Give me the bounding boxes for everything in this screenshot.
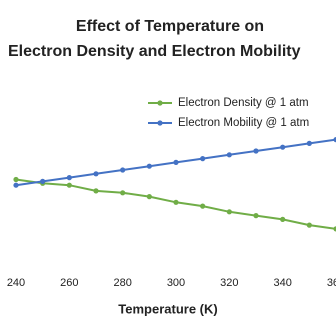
legend-marker xyxy=(157,120,163,126)
data-point xyxy=(200,203,206,209)
x-tick-label: 260 xyxy=(60,277,78,289)
x-tick-label: 320 xyxy=(220,277,238,289)
data-point xyxy=(173,199,179,205)
data-point xyxy=(120,167,126,173)
x-tick-label: 360 xyxy=(327,277,336,289)
data-point xyxy=(306,222,312,228)
data-point xyxy=(146,194,152,200)
chart-title: Effect of Temperature on xyxy=(76,18,264,35)
data-point xyxy=(226,209,232,215)
chart-title: Electron Density and Electron Mobility xyxy=(8,43,301,60)
data-point xyxy=(200,156,206,162)
data-point xyxy=(173,159,179,165)
data-point xyxy=(13,182,19,188)
legend-label: Electron Density @ 1 atm xyxy=(178,97,309,109)
data-point xyxy=(93,188,99,194)
x-tick-label: 300 xyxy=(167,277,185,289)
data-point xyxy=(66,175,72,181)
x-axis-label: Temperature (K) xyxy=(118,301,217,316)
data-point xyxy=(280,144,286,150)
data-point xyxy=(146,163,152,169)
data-point xyxy=(253,213,259,219)
data-point xyxy=(280,216,286,222)
data-point xyxy=(40,178,46,184)
data-point xyxy=(333,137,336,143)
data-point xyxy=(13,176,19,183)
data-point xyxy=(333,226,336,232)
data-point xyxy=(253,148,259,154)
x-tick-label: 280 xyxy=(113,277,131,289)
x-tick-label: 340 xyxy=(273,277,291,289)
data-point xyxy=(66,182,72,188)
data-point xyxy=(226,152,232,158)
data-point xyxy=(120,190,126,196)
data-point xyxy=(306,140,312,146)
legend-marker xyxy=(157,100,163,106)
x-tick-label: 240 xyxy=(7,277,25,289)
data-point xyxy=(93,171,99,177)
legend-label: Electron Mobility @ 1 atm xyxy=(178,117,309,129)
